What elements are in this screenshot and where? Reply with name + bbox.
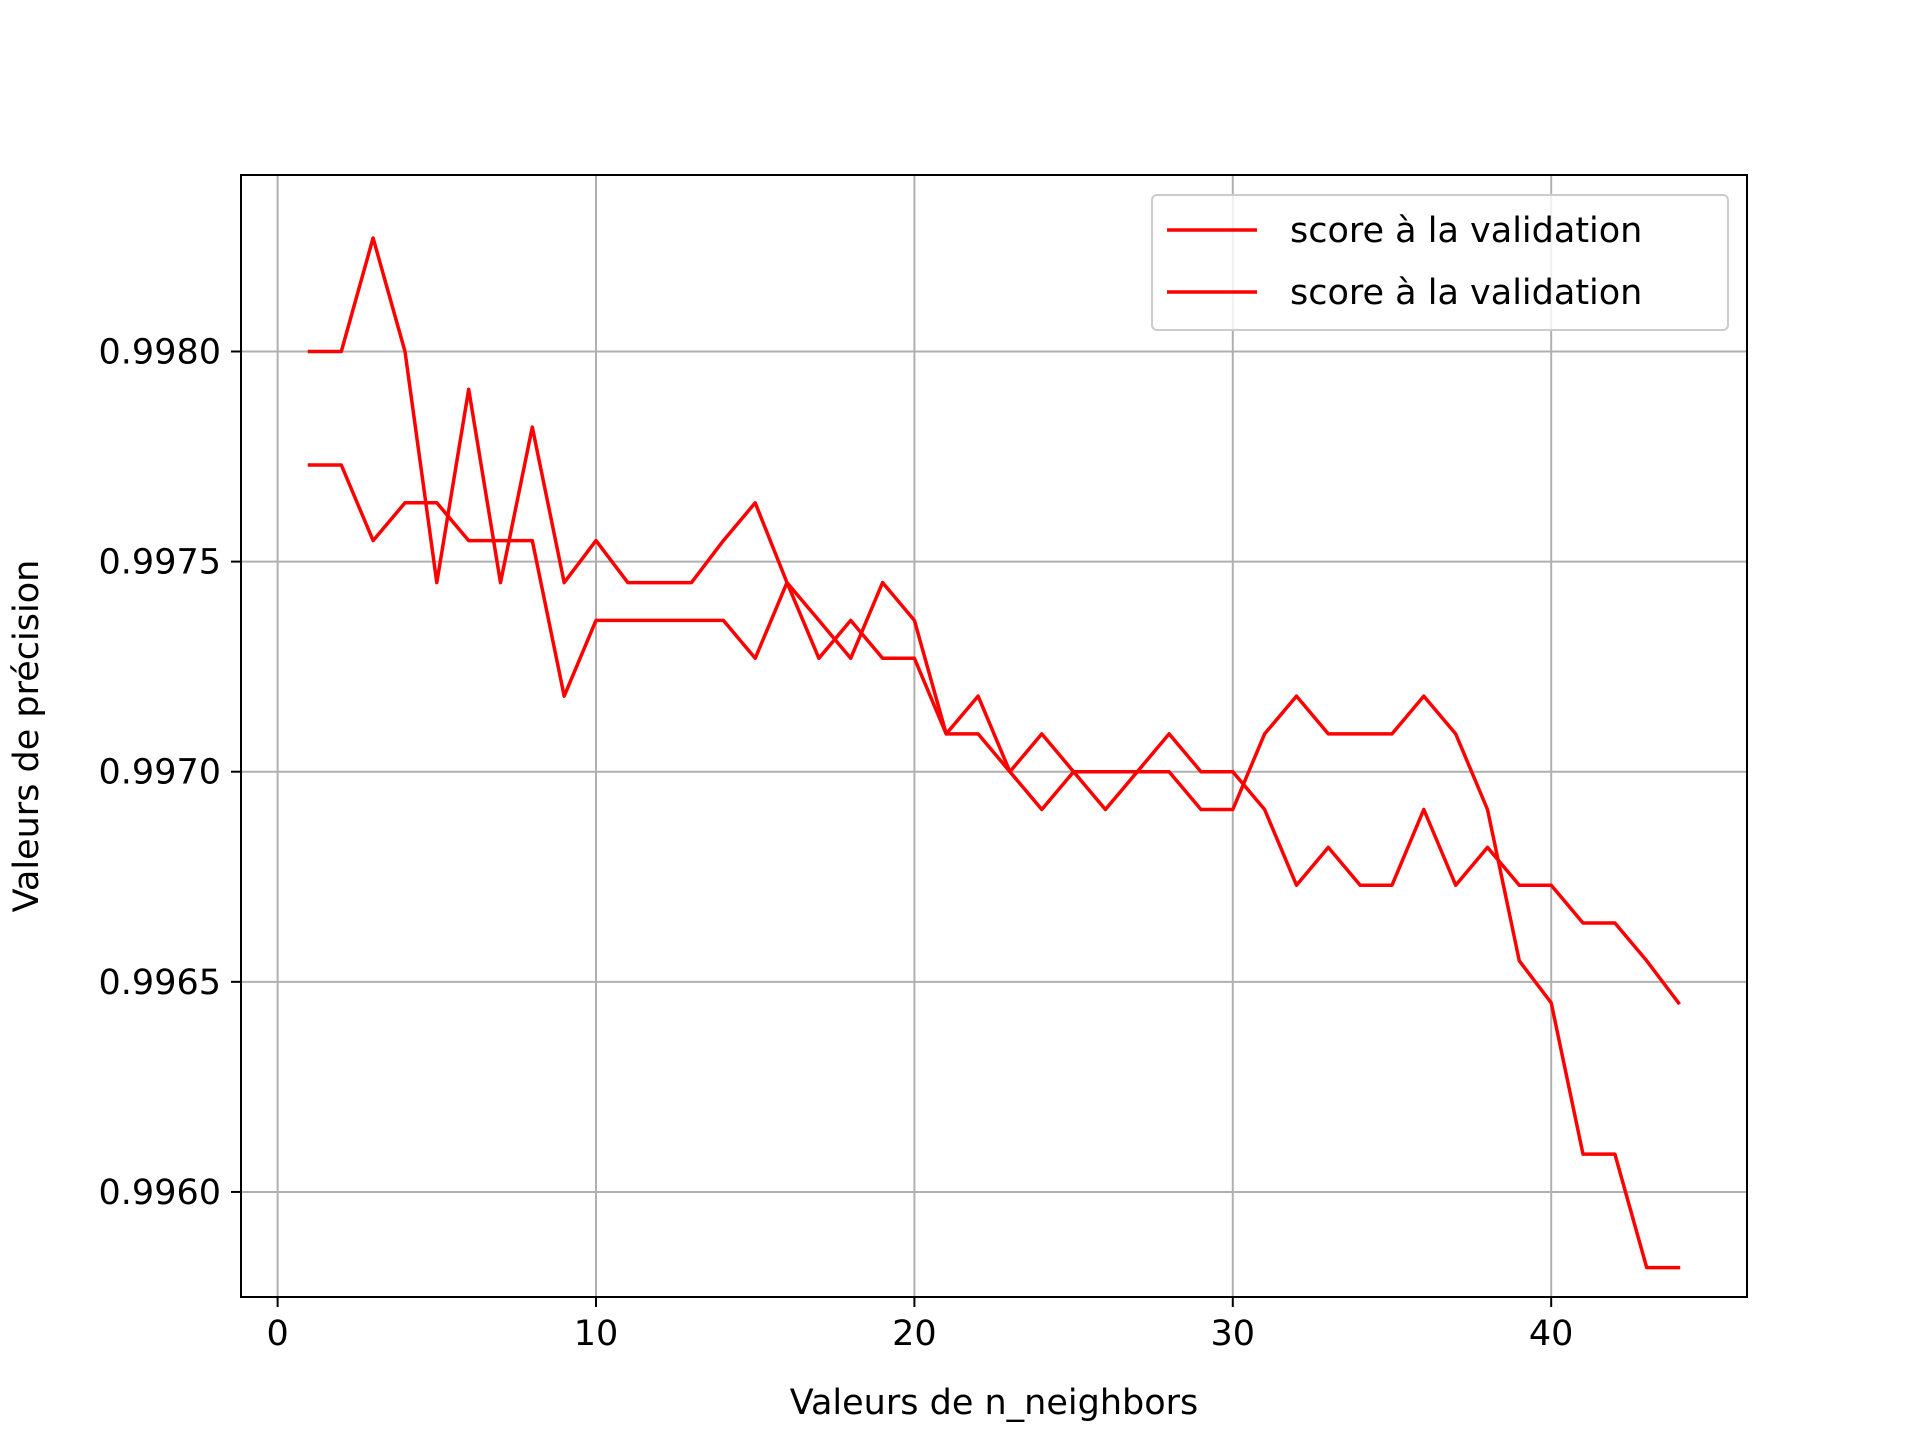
y-tick-label: 0.9980 [99, 332, 221, 372]
tick-layer: 0 10 20 30 40 0.9960 0.9965 0.9970 0.9975 0.9980 [99, 332, 1574, 1354]
legend-box [1151, 194, 1729, 331]
y-tick-label: 0.9960 [99, 1173, 221, 1213]
x-tick-label: 20 [892, 1314, 937, 1354]
x-tick-label: 10 [574, 1314, 619, 1354]
legend: score à la validation score à la validati… [1151, 194, 1729, 331]
y-tick-label: 0.9970 [99, 753, 221, 793]
series-layer [307, 236, 1681, 1270]
x-tick-label: 40 [1529, 1314, 1574, 1354]
x-tick-label: 30 [1211, 1314, 1256, 1354]
legend-label-1: score à la validation [1290, 211, 1642, 251]
x-axis-label: Valeurs de n_neighbors [790, 1383, 1199, 1423]
series-line-2 [307, 463, 1681, 1006]
y-tick-label: 0.9975 [99, 543, 221, 583]
plot-frame [240, 174, 1748, 1298]
y-axis-label: Valeurs de précision [7, 560, 47, 913]
legend-label-2: score à la validation [1290, 273, 1642, 313]
y-tick-label: 0.9965 [99, 963, 221, 1003]
series-line-1 [307, 236, 1681, 1270]
x-tick-label: 0 [266, 1314, 288, 1354]
grid-layer [241, 175, 1747, 1297]
